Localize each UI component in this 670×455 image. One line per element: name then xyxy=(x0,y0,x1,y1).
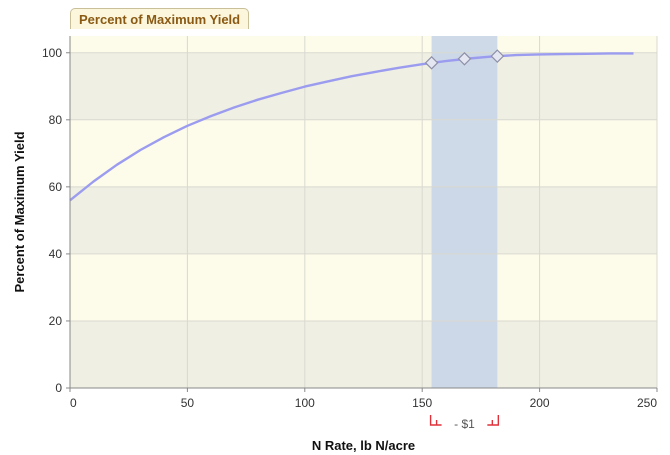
grid-layer xyxy=(70,36,658,388)
x-tick-label: 250 xyxy=(637,396,657,410)
y-tick-label: 0 xyxy=(55,381,62,395)
series-layer xyxy=(69,52,634,202)
marker-layer xyxy=(424,49,505,70)
diamond-marker xyxy=(424,55,439,70)
yield-curve-line xyxy=(69,52,634,202)
plot-stripe xyxy=(70,52,657,120)
range-indicator: - $1 xyxy=(429,415,500,431)
x-tick-label: 50 xyxy=(181,396,195,410)
y-tick-label: 80 xyxy=(49,113,63,127)
plot-stripe xyxy=(70,186,657,254)
range-bracket-left xyxy=(429,415,442,426)
y-tick-label: 100 xyxy=(42,46,62,60)
range-bracket-right xyxy=(487,415,500,426)
highlight-band xyxy=(431,36,498,388)
x-tick-label: 200 xyxy=(530,396,550,410)
chart-title-tab: Percent of Maximum Yield xyxy=(70,8,250,29)
x-tick-label: 150 xyxy=(412,396,432,410)
y-axis-title: Percent of Maximum Yield xyxy=(12,131,27,292)
x-tick-label: 100 xyxy=(295,396,315,410)
diamond-marker xyxy=(457,51,472,66)
highlight-band-layer xyxy=(431,36,498,388)
x-axis-title: N Rate, lb N/acre xyxy=(312,438,415,453)
y-tick-label: 20 xyxy=(49,314,63,328)
y-tick-label: 60 xyxy=(49,180,63,194)
plot-background xyxy=(70,36,657,388)
diamond-marker xyxy=(490,49,505,63)
y-tick-label: 40 xyxy=(49,247,63,261)
x-tick-label: 0 xyxy=(70,396,77,410)
axis-layer: 0 50 100 150 200 250 0 20 40 60 80 100 xyxy=(42,36,658,410)
range-label: - $1 xyxy=(454,417,475,431)
plot-stripe xyxy=(70,320,657,388)
